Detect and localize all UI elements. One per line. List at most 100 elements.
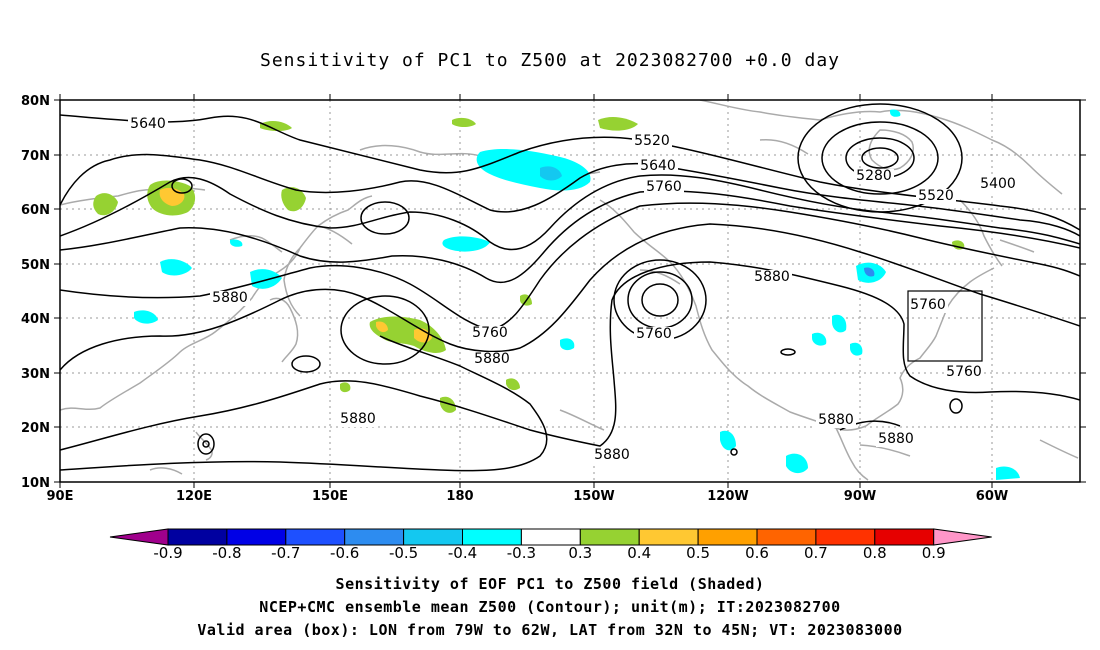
colorbar-label: -0.3 <box>507 544 536 562</box>
footer-valid-area: Valid area (box): LON from 79W to 62W, L… <box>197 621 903 639</box>
positive-anomaly-patch <box>260 121 292 131</box>
contour-label: 5880 <box>818 412 854 428</box>
contour-label-bg <box>472 352 512 367</box>
colorbar-label: -0.4 <box>448 544 477 562</box>
colorbar-label: -0.8 <box>212 544 241 562</box>
colorbar-swatch <box>520 528 581 546</box>
colorbar-label: -0.6 <box>330 544 359 562</box>
contour-label-bg <box>128 117 168 132</box>
negative-anomaly-patch <box>850 342 863 356</box>
lon-label: 120E <box>176 489 212 504</box>
colorbar-label: 0.8 <box>863 544 887 562</box>
positive-anomaly-patch <box>369 316 446 353</box>
colorbar-label: 0.5 <box>686 544 710 562</box>
contour-label: 5760 <box>646 179 682 195</box>
colorbar-swatch <box>403 528 464 546</box>
contour-label: 5760 <box>472 325 508 341</box>
colorbar-label: 0.3 <box>568 544 592 562</box>
contour-label-bg <box>644 180 684 195</box>
contour-label-bg <box>854 169 894 184</box>
contour-label-bg <box>978 177 1018 192</box>
longitude-labels: 90E 120E 150E 180 150W 120W 90W 60W <box>47 489 1009 504</box>
contour-labels: 5640 5520 5640 5760 5280 5520 5400 5760 5880 5760… <box>128 116 1018 463</box>
contour-label-bg <box>592 448 632 463</box>
negative-anomaly-patch <box>560 338 575 351</box>
colorbar-swatch <box>462 528 522 546</box>
negative-anomaly-patch-strong <box>540 166 562 181</box>
negative-anomaly-patch <box>160 259 192 276</box>
sensitivity-shading <box>93 109 1020 480</box>
contour-label: 5880 <box>212 290 248 306</box>
positive-anomaly-patch <box>452 117 476 127</box>
contour-label: 5880 <box>594 447 630 463</box>
colorbar-swatch <box>697 528 758 546</box>
negative-anomaly-patch <box>890 109 901 117</box>
lat-label: 40N <box>21 312 50 327</box>
positive-anomaly-patch <box>93 193 118 216</box>
contour-label-bg <box>632 134 672 149</box>
lat-label: 80N <box>21 94 50 109</box>
contour-label-bg <box>638 159 678 174</box>
contour-label: 5760 <box>636 326 672 342</box>
contour-label-bg <box>908 298 948 313</box>
lon-label: 90E <box>47 489 74 504</box>
colorbar-swatch <box>815 528 876 546</box>
negative-anomaly-patch <box>476 149 591 191</box>
colorbar-swatch <box>756 528 817 546</box>
positive-anomaly-patch <box>340 382 351 393</box>
map-title: Sensitivity of PC1 to Z500 at 2023082700… <box>259 50 840 71</box>
negative-anomaly-patch <box>250 269 282 289</box>
colorbar-label: 0.9 <box>922 544 946 562</box>
colorbar-label: -0.7 <box>271 544 300 562</box>
plot-frame <box>59 99 1081 483</box>
lat-label: 50N <box>21 258 50 273</box>
colorbar-swatch <box>874 528 935 546</box>
colorbar-label: 0.4 <box>627 544 651 562</box>
colorbar-label: -0.5 <box>389 544 418 562</box>
footer-contour-description: NCEP+CMC ensemble mean Z500 (Contour); u… <box>259 598 841 616</box>
negative-anomaly-patch <box>786 453 808 474</box>
contour-label: 5760 <box>910 297 946 313</box>
negative-anomaly-patch <box>442 236 490 252</box>
colorbar-swatch <box>638 528 699 546</box>
lon-label: 120W <box>707 489 748 504</box>
contour-label: 5400 <box>980 176 1016 192</box>
lat-label: 30N <box>21 367 50 382</box>
footer-shading-description: Sensitivity of EOF PC1 to Z500 field (Sh… <box>335 575 765 593</box>
contour-label: 5640 <box>130 116 166 132</box>
contour-label-bg <box>338 412 378 427</box>
contour-label: 5280 <box>856 168 892 184</box>
lon-label: 150E <box>312 489 348 504</box>
contour-label-bg <box>916 189 956 204</box>
lat-label: 70N <box>21 149 50 164</box>
lat-label: 10N <box>21 476 50 491</box>
colorbar-label: 0.6 <box>745 544 769 562</box>
positive-anomaly-patch <box>598 117 638 131</box>
negative-anomaly-patch <box>996 466 1020 480</box>
contour-label: 5640 <box>640 158 676 174</box>
colorbar-label: 0.7 <box>804 544 828 562</box>
lon-label: 150W <box>573 489 614 504</box>
colorbar-label: -0.9 <box>153 544 182 562</box>
positive-anomaly-patch <box>281 187 306 212</box>
contour-label-bg <box>210 291 250 306</box>
axis-ticks <box>54 94 1086 488</box>
colorbar-swatch <box>579 528 640 546</box>
contour-label: 5520 <box>634 133 670 149</box>
positive-anomaly-patch <box>506 378 520 391</box>
contour-label: 5880 <box>474 351 510 367</box>
negative-anomaly-patch <box>832 314 847 333</box>
contour-label: 5880 <box>340 411 376 427</box>
contour-label-bg <box>876 432 916 447</box>
lat-label: 60N <box>21 203 50 218</box>
contour-label: 5520 <box>918 188 954 204</box>
contour-label: 5880 <box>754 269 790 285</box>
colorbar-swatch <box>226 528 287 546</box>
contour-label-bg <box>752 270 792 285</box>
positive-anomaly-patch <box>440 396 456 413</box>
contour-label-bg <box>470 326 510 341</box>
lon-label: 90W <box>844 489 876 504</box>
colorbar-swatch <box>285 528 346 546</box>
negative-anomaly-patch <box>720 430 736 451</box>
